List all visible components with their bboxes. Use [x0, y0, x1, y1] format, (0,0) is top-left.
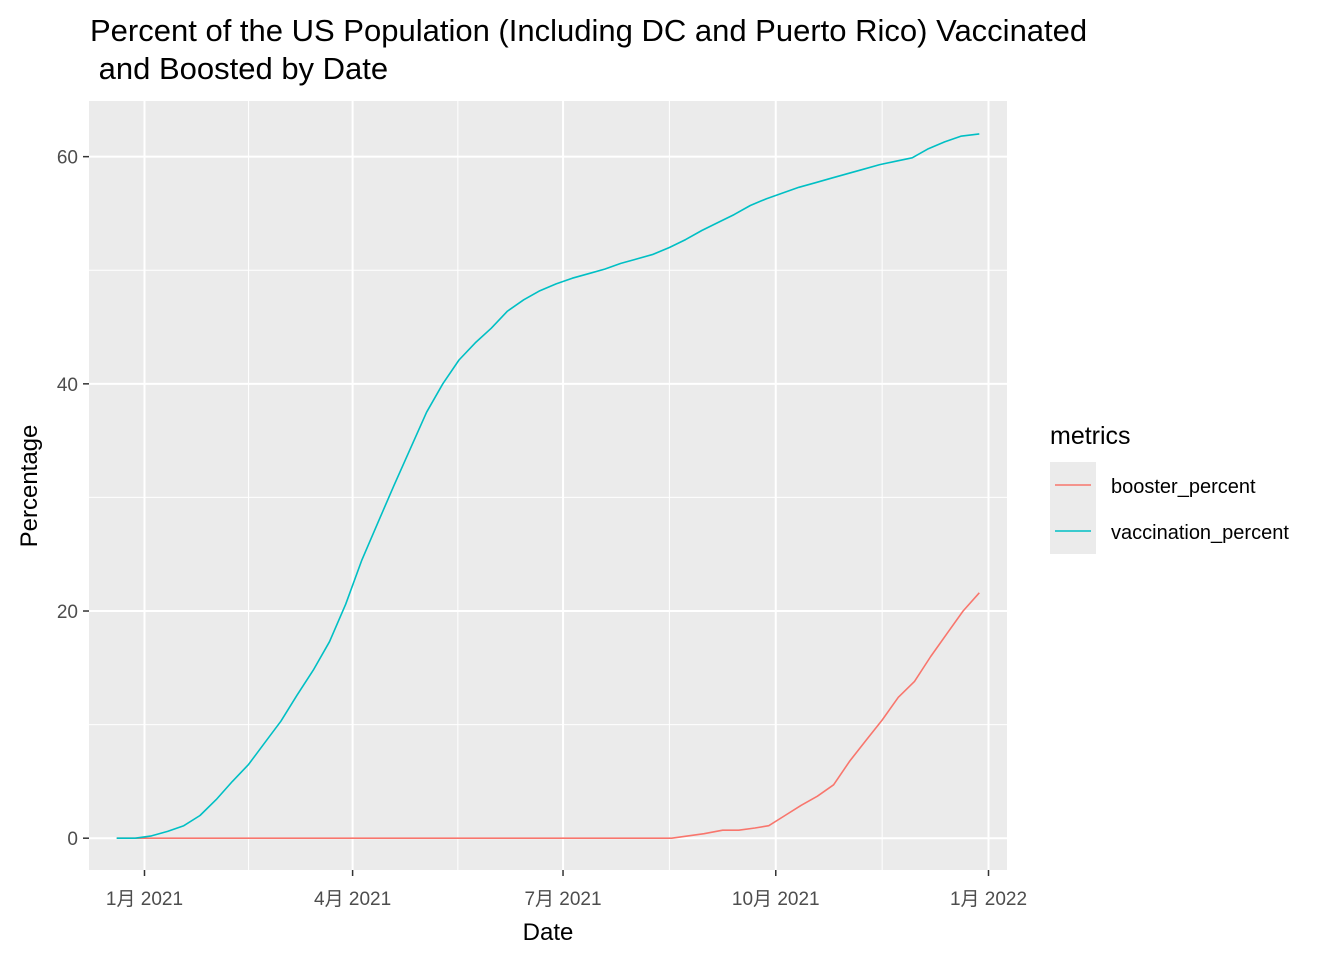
- y-tick-label: 0: [67, 829, 78, 850]
- legend-label: booster_percent: [1111, 476, 1256, 498]
- x-axis-title: Date: [523, 919, 574, 946]
- series-lines: [116, 133, 980, 840]
- x-axis: 1月 2021 4月 2021 7月 2021 10月 2021 1月 2022: [106, 870, 1027, 910]
- x-tick-label: 10月 2021: [732, 889, 820, 910]
- legend: metrics booster_percent vaccination_perce…: [1050, 422, 1289, 554]
- chart-title: Percent of the US Population (Including …: [90, 13, 1088, 86]
- x-tick-label: 4月 2021: [314, 889, 391, 910]
- legend-items: booster_percent vaccination_percent: [1050, 462, 1289, 554]
- y-axis-title: Percentage: [16, 425, 43, 548]
- plot-panel: [89, 101, 1007, 870]
- y-axis: 0 20 40 60: [57, 148, 89, 850]
- series-line-vaccination_percent: [116, 133, 980, 840]
- x-tick-label: 7月 2021: [524, 889, 601, 910]
- x-tick-label: 1月 2022: [950, 889, 1027, 910]
- y-tick-label: 20: [57, 602, 78, 623]
- series-line-booster_percent: [116, 592, 980, 840]
- minor-gridlines: [89, 101, 1007, 870]
- legend-title: metrics: [1050, 422, 1131, 450]
- x-tick-label: 1月 2021: [106, 889, 183, 910]
- y-tick-label: 60: [57, 148, 78, 169]
- legend-label: vaccination_percent: [1111, 522, 1289, 544]
- y-tick-label: 40: [57, 375, 78, 396]
